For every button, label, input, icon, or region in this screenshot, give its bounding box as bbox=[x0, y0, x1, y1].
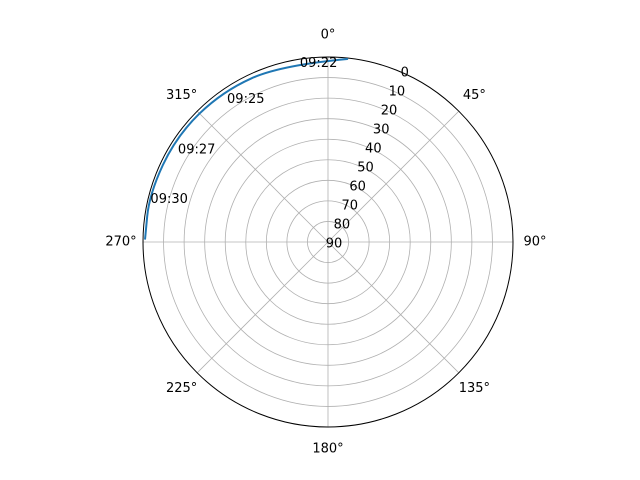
theta-grid-line bbox=[327, 110, 460, 243]
satellite-track-line bbox=[144, 58, 349, 240]
grid-layer bbox=[142, 56, 514, 428]
theta-tick-label: 270° bbox=[105, 235, 136, 250]
time-annotation: 09:30 bbox=[150, 192, 187, 207]
r-tick-label: 0 bbox=[401, 66, 409, 81]
r-tick-label: 60 bbox=[349, 180, 366, 195]
r-tick-label: 90 bbox=[326, 237, 343, 252]
theta-tick-label: 45° bbox=[463, 88, 486, 103]
theta-tick-label: 90° bbox=[523, 235, 546, 250]
theta-tick-label: 315° bbox=[166, 88, 197, 103]
theta-tick-label: 180° bbox=[312, 442, 343, 457]
theta-tick-label: 0° bbox=[321, 28, 336, 43]
time-annotation: 09:22 bbox=[300, 56, 337, 71]
theta-grid-line bbox=[327, 241, 460, 374]
r-tick-label: 10 bbox=[389, 85, 406, 100]
theta-tick-label: 225° bbox=[166, 381, 197, 396]
r-tick-label: 20 bbox=[381, 104, 398, 119]
time-annotation: 09:27 bbox=[178, 143, 215, 158]
theta-tick-label: 135° bbox=[459, 381, 490, 396]
r-tick-label: 50 bbox=[357, 161, 374, 176]
theta-grid-line bbox=[196, 241, 329, 374]
theta-grid-line bbox=[196, 110, 329, 243]
label-layer: 0° 45° 90° 135° 180° 225° 270° 315° 0 10 20 30 40 50 6… bbox=[105, 28, 546, 457]
r-tick-label: 40 bbox=[365, 142, 382, 157]
polar-boundary bbox=[142, 56, 514, 428]
r-tick-label: 80 bbox=[334, 218, 351, 233]
r-tick-label: 70 bbox=[341, 199, 358, 214]
series-layer bbox=[144, 58, 349, 240]
r-tick-label: 30 bbox=[373, 123, 390, 138]
time-annotation: 09:25 bbox=[227, 92, 264, 107]
